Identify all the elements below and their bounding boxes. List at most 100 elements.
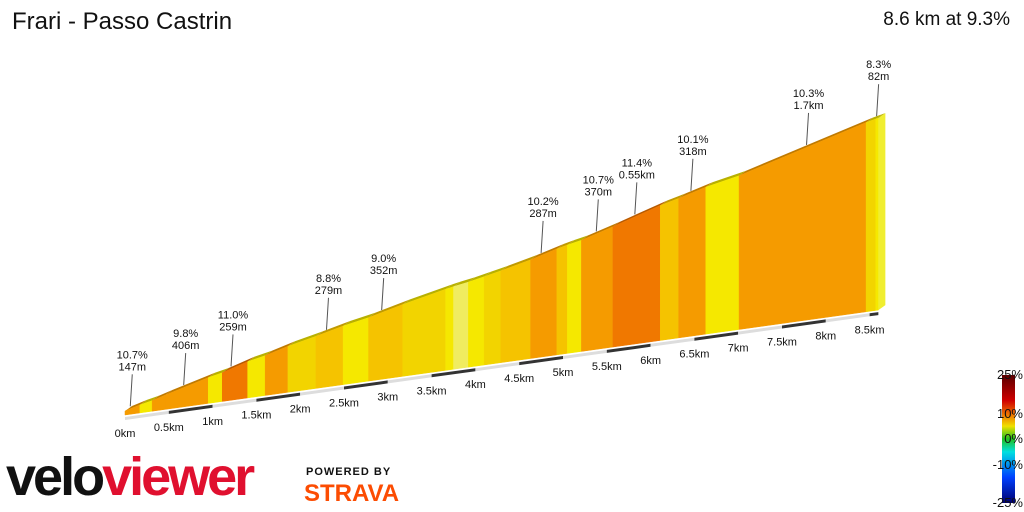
- annotation-length: 82m: [868, 71, 889, 83]
- gradient-segment[interactable]: [678, 186, 707, 339]
- gradient-segment[interactable]: [445, 286, 454, 371]
- segment-top-face: [705, 170, 747, 188]
- x-tick-label: 7.5km: [767, 337, 797, 349]
- distance-scale-bar: [212, 398, 257, 408]
- x-tick-label: 4km: [465, 379, 486, 391]
- gradient-segment[interactable]: [530, 248, 558, 359]
- segment-top-face: [500, 254, 538, 271]
- distance-scale-bar: [300, 386, 344, 396]
- x-tick-label: 7km: [728, 343, 749, 355]
- distance-scale-bar: [650, 337, 695, 347]
- segment-top-face: [866, 113, 883, 123]
- logo-viewer: viewer: [102, 447, 255, 507]
- annotation-gradient: 11.4%: [622, 157, 653, 169]
- x-tick-label: 6km: [640, 355, 661, 367]
- annotation-leader-line: [634, 182, 638, 215]
- segment-top-face: [556, 239, 575, 249]
- x-tick-label: 0.5km: [154, 422, 184, 434]
- x-tick-label: 3.5km: [417, 385, 447, 397]
- distance-scale-bar: [431, 368, 476, 378]
- x-tick-label: 8.5km: [855, 324, 885, 336]
- x-tick-label: 2km: [290, 404, 311, 416]
- annotation-length: 0.55km: [619, 169, 655, 181]
- segment-top-face: [530, 243, 564, 260]
- segment-top-face: [368, 299, 410, 318]
- distance-scale-bar: [869, 312, 879, 317]
- gradient-segment[interactable]: [165, 377, 209, 410]
- x-tick-label: 1.5km: [241, 410, 271, 422]
- annotation-length: 370m: [585, 186, 613, 198]
- gradient-segment[interactable]: [468, 276, 485, 368]
- distance-scale-bar: [694, 331, 739, 341]
- gradient-segment[interactable]: [556, 244, 568, 356]
- distance-scale-bar: [825, 313, 870, 323]
- distance-scale-bar: [606, 343, 651, 353]
- gradient-segment[interactable]: [738, 122, 867, 330]
- gradient-segment[interactable]: [483, 270, 502, 366]
- x-tick-label: 8km: [815, 330, 836, 342]
- distance-scale-bar: [387, 374, 432, 384]
- x-tick-label: 3km: [377, 391, 398, 403]
- legend-label: 25%: [996, 367, 1023, 382]
- gradient-segment[interactable]: [453, 281, 469, 370]
- gradient-segment[interactable]: [221, 361, 248, 402]
- annotation-length: 1.7km: [794, 100, 824, 112]
- annotation-gradient: 10.1%: [677, 134, 708, 146]
- segment-top-face: [343, 312, 376, 326]
- gradient-segment[interactable]: [500, 259, 531, 363]
- gradient-segment[interactable]: [315, 325, 344, 389]
- segment-top-face: [567, 235, 589, 245]
- powered-by-label: POWERED BY: [306, 466, 392, 478]
- annotation-leader-line: [690, 158, 694, 191]
- segment-top-face: [453, 277, 476, 287]
- x-tick-label: 2.5km: [329, 398, 359, 410]
- segment-top-face: [139, 395, 160, 405]
- distance-scale-bar: [563, 349, 607, 359]
- veloviewer-logo[interactable]: veloviewer: [6, 447, 255, 507]
- gradient-segment[interactable]: [875, 117, 879, 311]
- segment-top-face: [678, 182, 713, 199]
- distance-scale-bar: [519, 356, 563, 366]
- segment-top-face: [581, 221, 620, 241]
- distance-scale-bar: [738, 325, 782, 335]
- gradient-segment[interactable]: [567, 239, 582, 354]
- segment-top-face: [445, 281, 461, 290]
- gradient-segment[interactable]: [659, 198, 679, 341]
- segment-top-face: [468, 271, 492, 283]
- annotation-length: 259m: [219, 321, 247, 333]
- gradient-segment[interactable]: [612, 205, 661, 348]
- annotation-leader-line: [325, 297, 329, 330]
- gradient-segment[interactable]: [581, 226, 614, 352]
- gradient-segment[interactable]: [705, 175, 740, 335]
- annotation-length: 279m: [315, 285, 343, 297]
- annotation-leader-line: [129, 374, 133, 407]
- strava-logo[interactable]: STRAVA: [304, 480, 400, 507]
- gradient-segment[interactable]: [865, 118, 876, 313]
- annotation-leader-line: [381, 278, 385, 311]
- segment-top-face: [660, 193, 686, 206]
- page-title: Frari - Passo Castrin: [12, 8, 233, 35]
- legend-label: -10%: [992, 457, 1023, 472]
- x-tick-label: 4.5km: [504, 373, 534, 385]
- gradient-segment[interactable]: [368, 304, 403, 382]
- gradient-segment[interactable]: [287, 335, 317, 393]
- annotation-leader-line: [806, 112, 810, 145]
- segment-top-face: [165, 372, 216, 396]
- x-tick-label: 6.5km: [679, 349, 709, 361]
- x-tick-label: 5km: [553, 367, 574, 379]
- annotation-length: 352m: [370, 265, 398, 277]
- gradient-segment[interactable]: [402, 288, 446, 377]
- legend-label: -25%: [992, 495, 1023, 510]
- gradient-segment[interactable]: [207, 372, 223, 404]
- annotation-gradient: 8.3%: [866, 59, 891, 71]
- distance-scale-bar: [475, 362, 520, 372]
- gradient-segment[interactable]: [247, 355, 266, 399]
- legend-label: 10%: [996, 406, 1023, 421]
- segment-top-face: [612, 200, 668, 227]
- annotation-gradient: 10.2%: [527, 196, 558, 208]
- climb-summary: 8.6 km at 9.3%: [883, 9, 1010, 30]
- distance-scale-bar: [782, 319, 826, 329]
- annotation-leader-line: [183, 353, 187, 386]
- gradient-segment[interactable]: [342, 317, 369, 385]
